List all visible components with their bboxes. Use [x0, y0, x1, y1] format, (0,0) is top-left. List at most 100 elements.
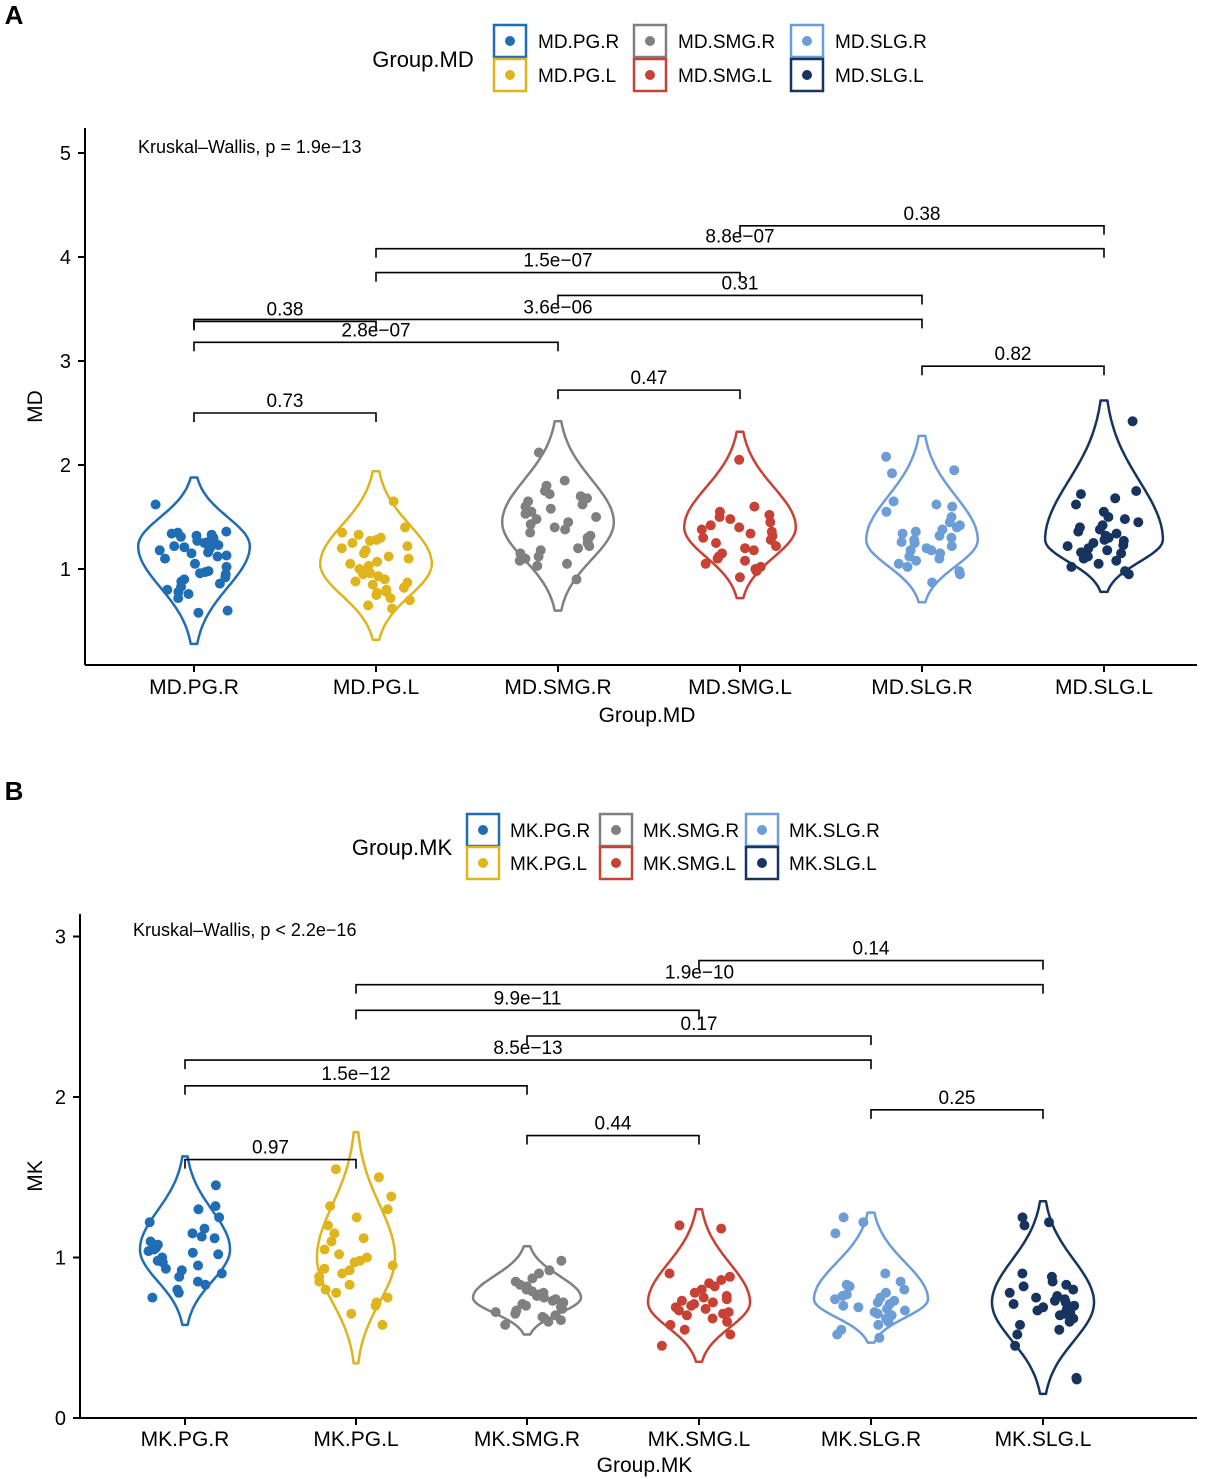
legend: Group.MK MK.PG.R MK.SMG.R MK.SLG.R MK.PG.L MK… [352, 812, 880, 881]
data-point [350, 576, 361, 587]
legend-label: MK.PG.R [510, 821, 590, 842]
data-point [707, 1297, 718, 1308]
data-point [724, 1271, 735, 1282]
legend-dot [611, 858, 621, 868]
legend-dot [505, 36, 515, 46]
legend-item: MK.PG.R [465, 812, 590, 848]
x-tick-label: MD.SMG.R [504, 676, 611, 699]
data-point [881, 451, 892, 462]
data-point [345, 558, 356, 569]
p-value-label: 3.6e−06 [523, 297, 592, 318]
data-point [388, 496, 399, 507]
legend-dot [645, 36, 655, 46]
comparison-bracket: 0.17 [526, 1014, 872, 1046]
data-point [162, 584, 173, 595]
legend-item: MD.PG.L [492, 57, 616, 93]
p-value-label: 0.25 [939, 1088, 976, 1109]
x-tick-label: MD.SLG.R [871, 676, 973, 699]
data-point [909, 538, 920, 548]
data-point [716, 1275, 727, 1285]
data-point [166, 528, 177, 539]
comparison-bracket: 1.5e−07 [375, 251, 741, 282]
p-value-label: 0.73 [267, 391, 304, 412]
y-tick-label: 1 [60, 559, 71, 581]
data-point [370, 1300, 381, 1311]
point-group [696, 454, 781, 583]
data-point [734, 454, 745, 465]
violin [1043, 399, 1165, 594]
data-point [190, 558, 200, 569]
data-point [1031, 1292, 1042, 1303]
legend-label: MK.PG.L [510, 854, 587, 875]
data-point [1047, 1276, 1058, 1287]
data-point [365, 535, 375, 546]
data-point [721, 1294, 732, 1305]
bracket-line [193, 412, 377, 422]
data-point [897, 528, 908, 539]
bracket-line [375, 247, 1105, 258]
panel-b: B Group.MK MK.PG.R MK.SMG.R MK.SLG.R MK.PG.L M… [5, 776, 1197, 1477]
data-point [927, 577, 938, 588]
legend-dot [645, 70, 655, 80]
data-point [144, 1217, 155, 1228]
comparison-bracket: 0.73 [193, 391, 377, 422]
bracket-line [698, 959, 1044, 970]
data-point [325, 1201, 336, 1212]
data-point [556, 1255, 567, 1266]
data-point [1083, 543, 1094, 554]
data-point [199, 1223, 210, 1234]
data-point [560, 524, 571, 535]
data-point [174, 1271, 185, 1282]
data-point [212, 551, 223, 562]
data-point [1099, 534, 1110, 545]
y-tick-label: 3 [55, 927, 66, 949]
data-point [700, 1303, 711, 1314]
x-axis-title: Group.MD [599, 704, 696, 727]
data-point [676, 1295, 687, 1306]
data-point [358, 569, 369, 580]
data-point [213, 1249, 224, 1260]
panel-a: A Group.MD MD.PG.R MD.SMG.R MD.SLG.R MD.PG.L M… [5, 0, 1197, 727]
comparison-bracket: 1.5e−12 [184, 1064, 528, 1095]
data-point [514, 555, 525, 566]
data-point [490, 1307, 501, 1318]
data-point [1103, 512, 1114, 522]
data-point [319, 1244, 330, 1255]
data-point [160, 1263, 171, 1274]
data-point [832, 1329, 843, 1340]
data-point [347, 538, 358, 548]
data-point [221, 526, 232, 537]
data-point [545, 503, 556, 514]
data-point [955, 569, 965, 580]
violin [990, 1200, 1096, 1396]
comparison-bracket: 8.8e−07 [375, 227, 1105, 258]
data-point [187, 1247, 198, 1258]
data-point [210, 1180, 221, 1191]
legend-label: MK.SLG.L [789, 854, 877, 875]
violin [864, 434, 980, 604]
p-value-label: 8.8e−07 [705, 227, 774, 248]
data-point [1054, 1310, 1065, 1321]
data-point [344, 1279, 355, 1290]
data-point [1066, 561, 1077, 572]
legend-dot [611, 825, 621, 835]
legend-dot [505, 70, 515, 80]
data-point [764, 509, 775, 520]
data-point [674, 1305, 684, 1316]
data-point [858, 1217, 869, 1228]
data-point [329, 1228, 340, 1239]
legend-item: MD.SLG.L [789, 57, 924, 93]
data-point [330, 1164, 341, 1175]
legend-item: MD.SMG.R [632, 23, 775, 59]
data-point [543, 1316, 554, 1327]
data-point [334, 1249, 345, 1260]
data-point [910, 526, 921, 537]
legend-label: MD.SMG.R [678, 32, 775, 53]
legend-item: MK.SLG.R [744, 812, 880, 848]
comparison-bracket: 8.5e−13 [184, 1038, 872, 1070]
data-point [911, 555, 922, 566]
point-group [490, 1255, 569, 1330]
data-point [902, 561, 913, 572]
x-tick-label: MD.PG.L [333, 676, 419, 699]
